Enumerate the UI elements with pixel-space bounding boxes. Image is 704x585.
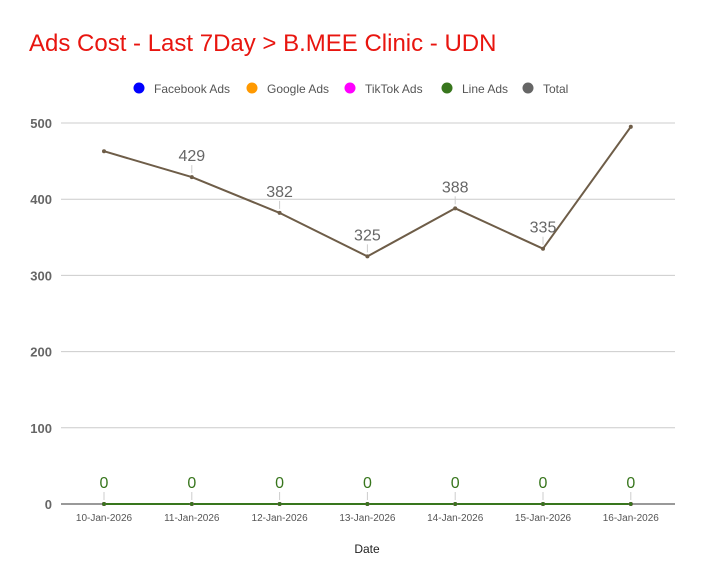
x-axis-tick-labels: 10-Jan-2026 11-Jan-2026 12-Jan-2026 13-Jan-… [76,513,659,524]
legend: Facebook Ads Google Ads TikTok Ads Line Ads… [133,82,568,96]
legend-marker [522,82,534,94]
data-point [365,502,370,506]
data-label: 0 [451,475,460,492]
y-tick-label: 100 [30,421,52,436]
legend-label: Total [543,82,568,96]
data-label: 0 [100,475,109,492]
series-points [102,124,633,506]
x-tick-label: 14-Jan-2026 [427,513,484,524]
series-lines [103,126,632,505]
data-point [628,502,633,506]
data-point [365,254,370,259]
data-point [102,149,106,154]
legend-label: Facebook Ads [154,82,230,96]
data-point [541,246,545,251]
data-point [277,210,282,215]
data-point [189,175,194,180]
gridlines [61,122,675,505]
legend-marker [133,82,145,94]
legend-label: Google Ads [267,82,329,96]
data-label: 388 [442,179,469,196]
legend-marker [441,82,453,94]
x-tick-label: 11-Jan-2026 [164,513,220,524]
data-point [189,502,194,506]
data-point [541,502,545,506]
data-label: 0 [626,475,635,492]
x-tick-label: 10-Jan-2026 [76,513,133,524]
y-axis-tick-labels: 0 100 200 300 400 500 [30,116,52,512]
data-point [453,502,458,506]
data-label: 429 [178,148,205,165]
data-label: 325 [354,227,381,244]
chart-title: Ads Cost - Last 7Day > B.MEE Clinic - UD… [29,30,497,57]
data-point [102,502,106,506]
x-tick-label: 12-Jan-2026 [252,513,309,524]
data-label: 335 [530,220,557,237]
legend-marker [246,82,258,94]
data-point [453,206,458,211]
y-tick-label: 300 [30,268,52,283]
x-tick-label: 15-Jan-2026 [515,513,572,524]
x-axis-label: Date [354,542,380,556]
legend-label: TikTok Ads [365,82,423,96]
y-tick-label: 500 [30,116,52,131]
legend-label: Line Ads [462,82,508,96]
data-label: 0 [187,475,196,492]
data-label: 0 [363,475,372,492]
data-labels: 0 0 0 0 0 0 0 429 382 325 388 335 [100,148,635,500]
data-point [628,124,633,129]
y-tick-label: 400 [30,192,52,207]
data-label: 382 [266,184,293,201]
data-label: 0 [539,475,548,492]
data-point [277,502,282,506]
y-tick-label: 200 [30,345,52,360]
x-tick-label: 16-Jan-2026 [603,513,660,524]
y-tick-label: 0 [45,497,52,512]
x-tick-label: 13-Jan-2026 [339,513,396,524]
legend-marker [344,82,356,94]
data-label: 0 [275,475,284,492]
